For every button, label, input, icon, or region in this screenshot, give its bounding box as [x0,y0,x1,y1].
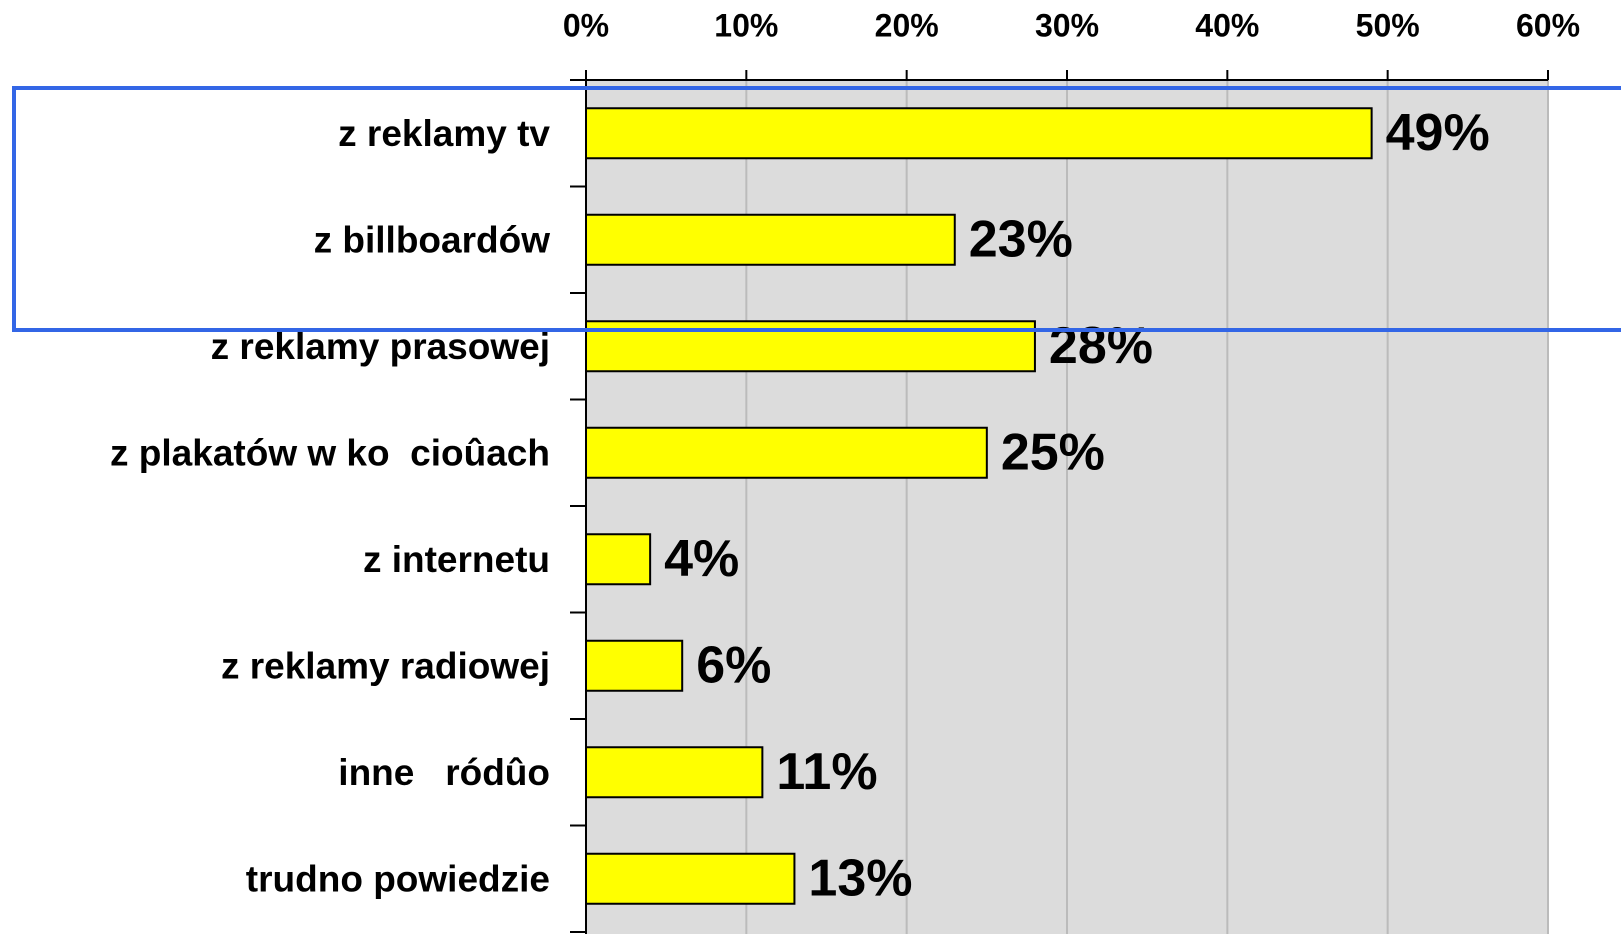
y-tick-label: z plakatów w ko cioûach [110,433,550,474]
y-tick-label: trudno powiedzie [246,859,550,900]
y-tick-label: inne ródûo [338,752,550,793]
bar [585,639,684,692]
y-tick-label: z reklamy tv [338,113,550,154]
value-label: 13% [808,849,912,907]
value-label: 4% [664,530,739,588]
value-label: 6% [696,636,771,694]
bar [585,746,764,799]
value-label: 49% [1386,104,1490,162]
x-tick-label: 20% [875,7,939,43]
x-tick-label: 60% [1516,7,1580,43]
y-tick-label: z reklamy radiowej [221,646,550,687]
y-tick-label: z reklamy prasowej [211,326,550,367]
value-label: 28% [1049,317,1153,375]
y-tick-label: z billboardów [314,220,551,261]
x-tick-label: 10% [714,7,778,43]
value-label: 11% [776,743,877,801]
highlight-box [12,86,1621,332]
bar [585,533,652,586]
value-label: 23% [969,210,1073,268]
x-tick-label: 30% [1035,7,1099,43]
chart-layer: 0% 10% 20% 30% 40% 50% 60% z reklamy tv 49% z bil… [110,7,1580,934]
value-label: 25% [1001,423,1105,481]
bar [585,107,1373,160]
x-tick-label: 40% [1195,7,1259,43]
bar [585,426,988,479]
bar [585,213,956,266]
y-tick-label: z internetu [363,539,550,580]
bar [585,852,796,905]
x-tick-label: 0% [563,7,609,43]
x-tick-label: 50% [1356,7,1420,43]
